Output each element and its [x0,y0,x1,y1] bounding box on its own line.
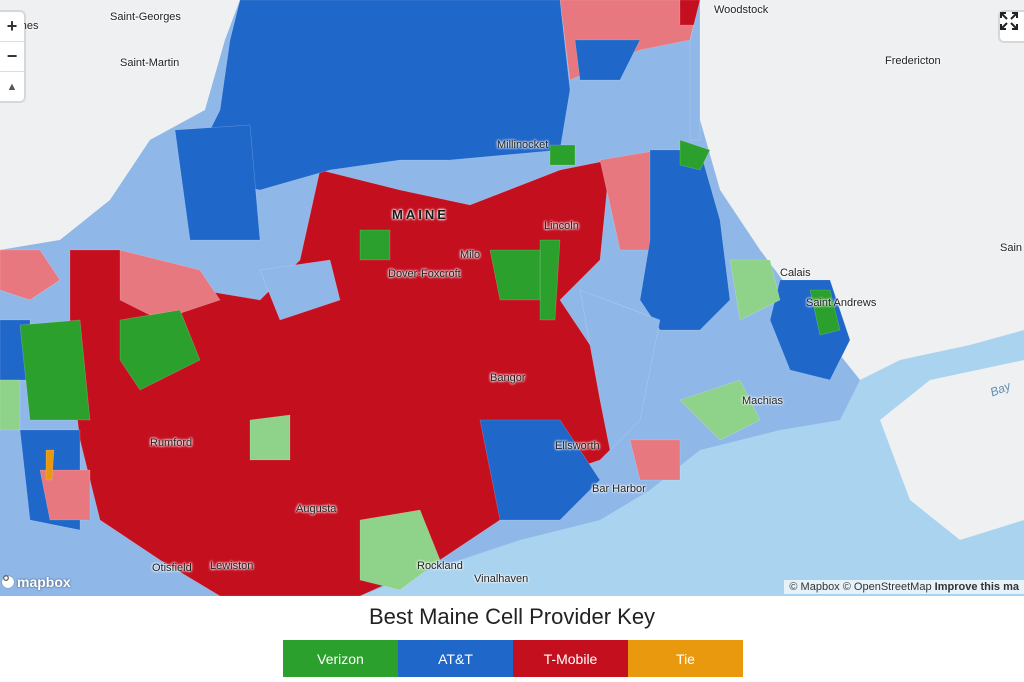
place-label: Otisfield [152,562,192,574]
coverage-region-att-light[interactable] [579,289,661,451]
attribution-mapbox-link[interactable]: © Mapbox [789,581,840,593]
fullscreen-icon [1000,12,1018,30]
place-label: Bangor [490,372,526,384]
coverage-region-tmobile-light[interactable] [39,469,91,521]
key-tie: Tie [628,640,743,677]
coverage-region-att[interactable] [174,124,261,241]
mapbox-logo-text: mapbox [17,574,71,590]
improve-map-link[interactable]: Improve this ma [934,581,1019,593]
key-verizon: Verizon [283,640,398,677]
land-canada-west [0,0,240,250]
place-label: Millinocket [497,139,549,151]
compass-button[interactable]: ▲ [6,80,18,93]
attribution: © Mapbox © OpenStreetMap Improve this ma [784,580,1024,594]
place-label: MAINE [392,207,449,222]
map-canvas[interactable] [0,0,1024,596]
place-label: Machias [742,395,783,407]
zoom-in-button[interactable]: + [0,12,24,42]
coverage-region-verizon-light[interactable] [359,509,441,591]
key-title: Best Maine Cell Provider Key [368,604,656,629]
land-new-brunswick [700,0,1024,380]
coverage-region-att[interactable] [199,0,571,191]
place-label: Rumford [150,437,193,449]
coverage-region-verizon[interactable] [549,144,576,166]
coverage-region-verizon-light[interactable] [729,259,781,321]
place-label: Lincoln [544,220,579,232]
coverage-region-verizon[interactable] [809,289,841,336]
zoom-out-button[interactable]: − [0,42,24,72]
attribution-osm-link[interactable]: © OpenStreetMap [842,581,932,593]
coverage-region-att-light[interactable] [259,259,341,321]
key-att: AT&T [398,640,513,677]
place-label: Augusta [296,503,337,515]
place-label: Woodstock [714,4,769,16]
coverage-region-verizon[interactable] [19,319,91,421]
coverage-region-tmobile-light[interactable] [119,249,221,321]
mapbox-logo[interactable]: mapbox [2,574,71,590]
coverage-region-verizon-light[interactable] [0,379,21,431]
place-label: Fredericton [885,55,941,67]
coverage-region-verizon[interactable] [119,309,201,391]
coverage-region-att-light[interactable] [689,0,701,141]
key-tmobile: T-Mobile [513,640,628,677]
place-label: Lewiston [210,560,254,572]
coverage-region-att[interactable] [574,39,641,81]
coverage-region-verizon[interactable] [359,229,391,261]
coverage-region-att[interactable] [639,149,731,331]
coverage-region-verizon-light[interactable] [249,414,291,461]
place-label: Vinalhaven [474,573,529,585]
map-view[interactable]: Saint-Georgesd MinesSaint-MartinWoodstoc… [0,0,1024,596]
place-label: Sain [1000,242,1023,254]
coverage-region-tmobile-light[interactable] [0,249,61,301]
coverage-region-verizon-light[interactable] [679,379,761,441]
mapbox-logo-icon [2,575,14,588]
place-label: Rockland [417,560,463,572]
fullscreen-button[interactable] [1000,12,1024,41]
place-label: Milo [460,249,481,261]
place-label: Ellsworth [555,440,600,452]
place-label: Saint Andrews [806,297,877,309]
map-controls: + − ▲ [0,12,24,101]
place-label: Dover-Foxcroft [388,268,461,280]
land-nova-scotia-tip [880,360,1024,540]
provider-key: Verizon AT&T T-Mobile Tie [283,640,743,677]
coverage-region-tmobile-light[interactable] [629,439,681,481]
coverage-region-verizon[interactable] [489,249,541,301]
place-label: Calais [780,267,811,279]
place-label: Saint-Georges [110,11,181,23]
coverage-region-tie[interactable] [45,449,55,481]
place-label: Saint-Martin [120,57,180,69]
place-label: Bar Harbor [592,483,646,495]
coverage-region-att[interactable] [479,419,601,521]
coverage-region-verizon[interactable] [679,139,711,171]
